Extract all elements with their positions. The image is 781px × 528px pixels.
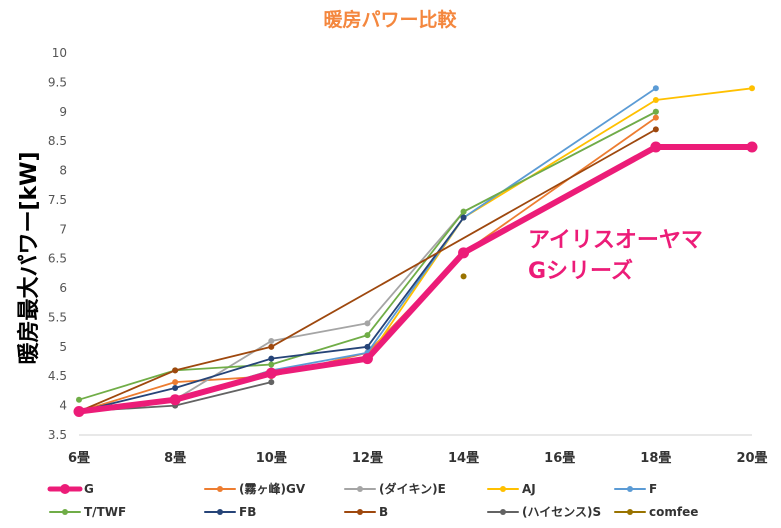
legend-label: comfee bbox=[649, 505, 698, 519]
legend-item: F bbox=[614, 482, 657, 496]
legend-label: (霧ヶ峰)GV bbox=[239, 481, 306, 496]
x-tick-label: 12畳 bbox=[352, 451, 383, 466]
series-line bbox=[78, 110, 657, 401]
series-9 bbox=[460, 273, 467, 280]
y-axis-ticks: 3.5 4 4.5 5 5.5 6 6.5 7 7.5 8 8.5 9 9.5 10 bbox=[48, 46, 67, 442]
legend-swatch-marker bbox=[500, 509, 506, 515]
legend-swatch-marker bbox=[60, 484, 70, 494]
y-tick-label: 3.5 bbox=[48, 428, 67, 442]
y-tick-label: 6.5 bbox=[48, 252, 67, 266]
x-axis-ticks: 6畳 8畳 10畳 12畳 14畳 16畳 18畳 20畳 bbox=[68, 451, 768, 466]
legend-label: (ダイキン)E bbox=[379, 481, 446, 496]
x-tick-label: 10畳 bbox=[256, 451, 287, 466]
data-point bbox=[172, 379, 179, 386]
data-point bbox=[652, 97, 659, 104]
data-point bbox=[460, 214, 467, 221]
y-tick-label: 5 bbox=[59, 340, 67, 354]
y-tick-label: 7 bbox=[59, 222, 67, 236]
y-tick-label: 8 bbox=[59, 164, 67, 178]
data-point bbox=[361, 353, 373, 365]
legend: G (霧ヶ峰)GV (ダイキン)E AJ F T/TWF FB B (ハイセンス)S comfee bbox=[47, 481, 698, 519]
data-point bbox=[749, 85, 755, 92]
legend-label: AJ bbox=[522, 482, 536, 496]
data-point bbox=[460, 208, 467, 215]
legend-item: B bbox=[344, 505, 388, 519]
data-point bbox=[172, 384, 179, 391]
legend-swatch-marker bbox=[217, 486, 223, 492]
data-point bbox=[268, 361, 275, 368]
series-0 bbox=[73, 141, 758, 417]
legend-item: (ダイキン)E bbox=[344, 481, 446, 496]
y-axis-title: 暖房最大パワー[kW] bbox=[16, 151, 42, 364]
legend-label: B bbox=[379, 505, 388, 519]
y-tick-label: 8.5 bbox=[48, 134, 67, 148]
legend-swatch-marker bbox=[627, 509, 633, 515]
annotation-line-1: アイリスオーヤマ bbox=[528, 228, 703, 253]
data-point bbox=[364, 343, 371, 350]
x-tick-label: 16畳 bbox=[544, 451, 575, 466]
data-point bbox=[265, 367, 277, 379]
y-tick-label: 4 bbox=[59, 399, 67, 413]
legend-item: T/TWF bbox=[49, 505, 126, 519]
x-tick-label: 6畳 bbox=[68, 451, 90, 466]
data-point bbox=[364, 332, 371, 339]
series-lines bbox=[73, 85, 758, 417]
data-point bbox=[650, 141, 662, 153]
x-tick-label: 20畳 bbox=[736, 451, 767, 466]
x-tick-label: 8畳 bbox=[164, 451, 186, 466]
legend-label: F bbox=[649, 482, 657, 496]
data-point bbox=[172, 367, 179, 374]
legend-item: AJ bbox=[487, 482, 536, 496]
legend-swatch-marker bbox=[500, 486, 506, 492]
legend-item: (ハイセンス)S bbox=[487, 505, 601, 519]
data-point bbox=[458, 247, 470, 259]
data-point bbox=[268, 355, 275, 362]
data-point bbox=[169, 394, 181, 406]
data-point bbox=[364, 320, 371, 327]
legend-swatch-marker bbox=[217, 509, 223, 515]
y-tick-label: 4.5 bbox=[48, 369, 67, 383]
data-point bbox=[268, 343, 275, 350]
legend-label: G bbox=[84, 482, 94, 496]
y-tick-label: 7.5 bbox=[48, 193, 67, 207]
legend-swatch-marker bbox=[357, 509, 363, 515]
x-tick-label: 14畳 bbox=[448, 451, 479, 466]
data-point bbox=[460, 273, 467, 280]
y-tick-label: 9 bbox=[59, 105, 67, 119]
y-tick-label: 9.5 bbox=[48, 75, 67, 89]
series-line bbox=[78, 128, 657, 413]
legend-label: (ハイセンス)S bbox=[522, 505, 601, 519]
data-point bbox=[268, 337, 275, 344]
y-tick-label: 10 bbox=[52, 46, 67, 60]
legend-label: FB bbox=[239, 505, 256, 519]
chart-title: 暖房パワー比較 bbox=[323, 8, 457, 31]
data-point bbox=[652, 108, 659, 115]
series-line bbox=[76, 144, 755, 415]
annotation-line-2: Gシリーズ bbox=[528, 258, 633, 284]
legend-swatch-marker bbox=[62, 509, 68, 515]
legend-swatch-marker bbox=[357, 486, 363, 492]
annotation: アイリスオーヤマ Gシリーズ bbox=[528, 228, 703, 284]
data-point bbox=[746, 141, 758, 153]
data-point bbox=[652, 85, 659, 92]
legend-item: (霧ヶ峰)GV bbox=[204, 481, 306, 496]
legend-swatch-marker bbox=[627, 486, 633, 492]
y-tick-label: 5.5 bbox=[48, 310, 67, 324]
legend-item: comfee bbox=[614, 505, 698, 519]
legend-label: T/TWF bbox=[84, 505, 126, 519]
data-point bbox=[652, 126, 659, 133]
y-tick-label: 6 bbox=[59, 281, 67, 295]
data-point bbox=[268, 379, 275, 386]
data-point bbox=[73, 405, 85, 417]
data-point bbox=[652, 114, 659, 121]
x-tick-label: 18畳 bbox=[640, 451, 671, 466]
legend-item: FB bbox=[204, 505, 256, 519]
data-point bbox=[76, 396, 82, 403]
legend-item: G bbox=[47, 482, 94, 496]
